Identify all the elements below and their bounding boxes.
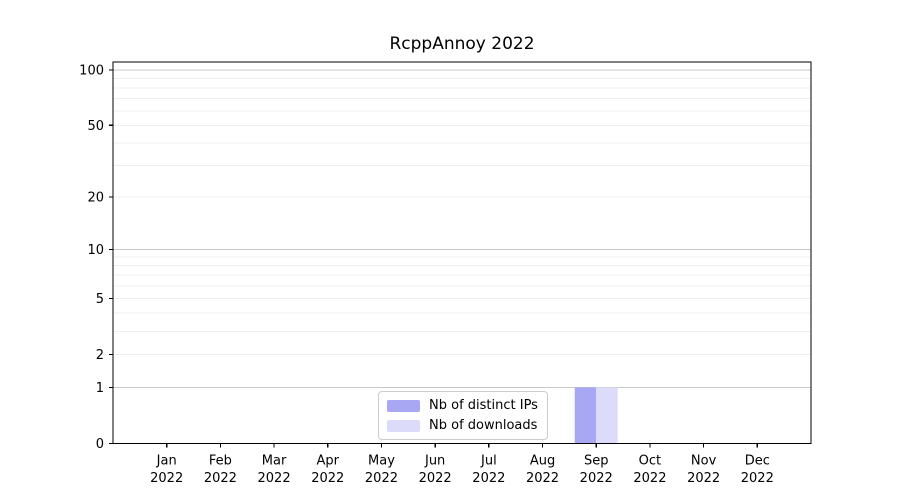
bar-nb-of-distinct-ips-sep-2022 (574, 387, 597, 444)
x-tick-label-month: May (368, 454, 395, 469)
x-tick-label-month: Jan (156, 454, 177, 469)
x-tick-label-year: 2022 (311, 471, 344, 486)
x-tick-label-month: Nov (691, 454, 717, 469)
legend-swatch-downloads (387, 419, 420, 432)
x-tick-label-year: 2022 (741, 471, 774, 486)
legend-item-downloads: Nb of downloads (387, 417, 538, 434)
x-tick-label-year: 2022 (419, 471, 452, 486)
x-tick-label-month: Jun (424, 454, 445, 469)
y-tick-label: 100 (79, 64, 104, 79)
x-tick-label-month: Feb (209, 454, 232, 469)
x-tick-label-month: Jul (480, 454, 497, 469)
y-tick-label: 20 (87, 191, 104, 206)
y-tick-label: 1 (96, 381, 104, 396)
y-tick-label: 50 (87, 119, 104, 134)
legend-item-distinct-ips: Nb of distinct IPs (387, 397, 538, 414)
x-tick-label-year: 2022 (258, 471, 291, 486)
legend-swatch-distinct-ips (387, 399, 420, 412)
x-tick-label-month: Dec (745, 454, 770, 469)
x-tick-label-month: Sep (584, 454, 609, 469)
x-tick-label-year: 2022 (472, 471, 505, 486)
x-tick-label-year: 2022 (365, 471, 398, 486)
x-tick-label-year: 2022 (204, 471, 237, 486)
x-tick-label-year: 2022 (526, 471, 559, 486)
y-tick-label: 0 (96, 437, 104, 452)
y-tick-label: 10 (87, 243, 104, 258)
x-tick-label-year: 2022 (687, 471, 720, 486)
y-tick-label: 5 (96, 292, 104, 307)
x-tick-label-month: Aug (530, 454, 555, 469)
bar-nb-of-downloads-sep-2022 (596, 387, 618, 444)
x-tick-label-year: 2022 (633, 471, 666, 486)
legend: Nb of distinct IPs Nb of downloads (378, 391, 548, 440)
x-tick-label-month: Oct (639, 454, 661, 469)
x-tick-label-year: 2022 (580, 471, 613, 486)
y-tick-label: 2 (96, 348, 104, 363)
legend-label-distinct-ips: Nb of distinct IPs (429, 398, 538, 413)
legend-label-downloads: Nb of downloads (429, 418, 538, 433)
x-tick-label-month: Apr (317, 454, 340, 469)
plot-border (112, 61, 812, 445)
x-tick-label-month: Mar (262, 454, 287, 469)
x-tick-label-year: 2022 (150, 471, 183, 486)
chart-title: RcppAnnoy 2022 (389, 34, 535, 54)
